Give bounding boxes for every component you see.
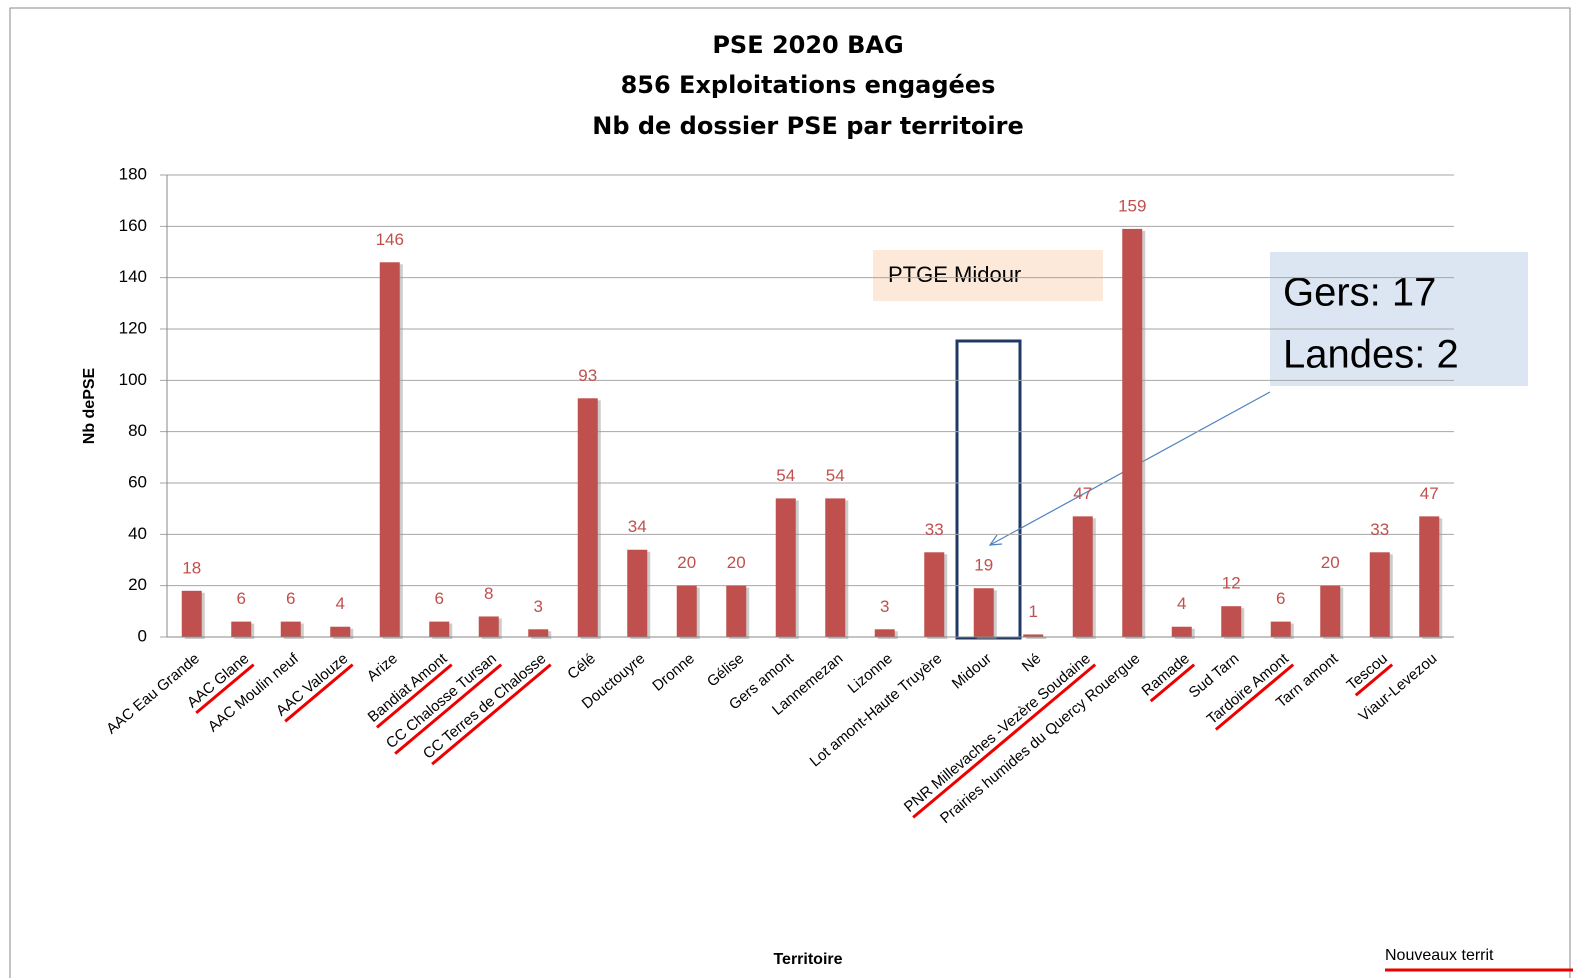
bar xyxy=(330,626,351,637)
value-label: 4 xyxy=(336,594,345,613)
value-label: 6 xyxy=(1276,589,1285,608)
category-underline xyxy=(1149,663,1196,703)
value-label: 18 xyxy=(182,558,201,577)
value-label: 34 xyxy=(628,517,647,536)
x-axis-label: Territoire xyxy=(773,951,842,968)
bar xyxy=(231,621,252,637)
annotation: PTGE Midour xyxy=(888,262,1021,287)
y-tick-label: 160 xyxy=(119,216,147,235)
value-label: 19 xyxy=(974,556,993,575)
y-tick-label: 120 xyxy=(119,318,147,337)
value-label: 20 xyxy=(1321,553,1340,572)
chart-frame xyxy=(9,7,1571,978)
bar xyxy=(1320,585,1341,637)
value-label: 6 xyxy=(435,589,444,608)
bar xyxy=(1221,606,1242,637)
value-label: 47 xyxy=(1073,484,1092,503)
chart-title: PSE 2020 BAG xyxy=(712,31,903,59)
annotation: Gers: 17 xyxy=(1283,271,1436,315)
annotation-box xyxy=(873,250,1103,301)
bar xyxy=(676,585,697,637)
value-label: 1 xyxy=(1029,602,1038,621)
bar xyxy=(627,549,648,637)
bar xyxy=(478,616,499,637)
category-underline xyxy=(1354,663,1394,697)
bar xyxy=(1419,516,1440,637)
y-tick-label: 60 xyxy=(128,472,147,491)
category-underline xyxy=(431,663,552,766)
value-label: 54 xyxy=(776,466,795,485)
bar xyxy=(726,585,747,637)
value-label: 3 xyxy=(880,597,889,616)
annotation-box xyxy=(1270,252,1528,386)
y-tick-label: 0 xyxy=(138,626,147,645)
bar xyxy=(577,398,598,637)
category-underline xyxy=(375,663,453,729)
chart-title: Nb de dossier PSE par territoire xyxy=(592,112,1024,140)
value-label: 47 xyxy=(1420,484,1439,503)
bar xyxy=(1072,516,1093,637)
bar xyxy=(1122,228,1143,637)
legend-note: Nouveaux territ xyxy=(1385,947,1494,964)
value-label: 146 xyxy=(376,230,404,249)
chart-title: 856 Exploitations engagées xyxy=(621,71,996,99)
value-label: 159 xyxy=(1118,196,1146,215)
category-underline xyxy=(912,663,1097,819)
y-tick-label: 100 xyxy=(119,370,147,389)
y-axis-label: Nb dePSE xyxy=(81,367,98,444)
value-label: 6 xyxy=(237,589,246,608)
value-label: 20 xyxy=(727,553,746,572)
bar xyxy=(1023,634,1044,637)
value-label: 54 xyxy=(826,466,845,485)
y-tick-label: 180 xyxy=(119,164,147,183)
bar xyxy=(973,588,994,637)
category-underline xyxy=(394,663,503,755)
bar xyxy=(825,498,846,637)
bar xyxy=(1369,552,1390,637)
bar xyxy=(429,621,450,637)
annotation: Landes: 2 xyxy=(1283,333,1459,377)
arrow-head xyxy=(988,534,1003,546)
category-underline xyxy=(284,663,354,723)
category-underline xyxy=(1214,663,1295,731)
bar xyxy=(1270,621,1291,637)
value-label: 33 xyxy=(1370,520,1389,539)
bar xyxy=(181,590,202,637)
y-tick-label: 20 xyxy=(128,575,147,594)
value-label: 6 xyxy=(286,589,295,608)
category-underline xyxy=(195,663,255,715)
bar xyxy=(280,621,301,637)
bar xyxy=(775,498,796,637)
bar xyxy=(528,629,549,637)
y-tick-label: 80 xyxy=(128,421,147,440)
bar-shadow xyxy=(1026,636,1047,639)
y-tick-label: 40 xyxy=(128,524,147,543)
value-label: 20 xyxy=(677,553,696,572)
y-tick-label: 140 xyxy=(119,267,147,286)
bar xyxy=(379,262,400,637)
bar xyxy=(874,629,895,637)
value-label: 4 xyxy=(1177,594,1186,613)
value-label: 93 xyxy=(578,366,597,385)
value-label: 12 xyxy=(1222,574,1241,593)
bar xyxy=(924,552,945,637)
value-label: 8 xyxy=(484,584,493,603)
value-label: 3 xyxy=(534,597,543,616)
value-label: 33 xyxy=(925,520,944,539)
bar xyxy=(1171,626,1192,637)
